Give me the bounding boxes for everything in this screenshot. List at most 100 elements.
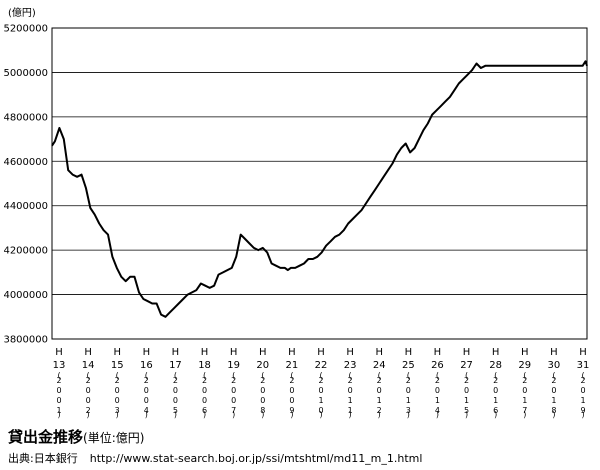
- x-tick-paren-open: (: [378, 371, 381, 380]
- x-tick-era: H: [463, 347, 471, 358]
- x-tick-year-digit: 0: [318, 386, 323, 395]
- x-tick-paren-close: ): [523, 410, 526, 419]
- x-tick-era: H: [84, 347, 92, 358]
- x-tick-paren-close: ): [552, 410, 555, 419]
- x-tick-year-digit: 5: [464, 406, 469, 415]
- x-tick-era: H: [288, 347, 296, 358]
- x-tick-year-digit: 0: [173, 386, 178, 395]
- x-tick-year-digit: 0: [348, 386, 353, 395]
- x-tick-era: H: [113, 347, 121, 358]
- x-tick-year-digit: 0: [260, 386, 265, 395]
- x-tick-year-digit: 2: [377, 376, 382, 385]
- x-tick-year-digit: 0: [377, 386, 382, 395]
- x-tick-paren-open: (: [232, 371, 235, 380]
- chart-caption-title: 貸出金推移: [8, 428, 84, 446]
- y-tick-label: 4200000: [3, 246, 48, 257]
- x-tick-year-digit: 2: [377, 406, 382, 415]
- x-tick-year-digit: 2: [144, 376, 149, 385]
- x-tick-number: 23: [344, 360, 357, 371]
- x-tick-number: 27: [460, 360, 473, 371]
- x-tick-paren-close: ): [436, 410, 439, 419]
- x-tick-number: 16: [140, 360, 153, 371]
- x-tick-year-digit: 2: [522, 376, 527, 385]
- x-tick-paren-close: ): [261, 410, 264, 419]
- x-tick-year-digit: 0: [56, 396, 61, 405]
- x-tick-year-digit: 1: [464, 396, 469, 405]
- x-tick-year-digit: 2: [260, 376, 265, 385]
- x-tick-year-digit: 1: [348, 396, 353, 405]
- loan-balance-chart: (億円) 38000004000000420000044000004600000…: [3, 6, 590, 419]
- x-tick-year-digit: 2: [173, 376, 178, 385]
- x-tick-number: 14: [82, 360, 95, 371]
- x-tick-year-digit: 0: [318, 406, 323, 415]
- x-tick-paren-open: (: [552, 371, 555, 380]
- x-tick-year-digit: 0: [464, 386, 469, 395]
- x-tick-year-digit: 0: [202, 386, 207, 395]
- x-tick-paren-close: ): [232, 410, 235, 419]
- y-tick-label: 4600000: [3, 157, 48, 168]
- x-tick-number: 31: [577, 360, 590, 371]
- x-tick-year-digit: 8: [260, 406, 265, 415]
- plot-frame: [51, 27, 588, 340]
- x-tick-year-digit: 4: [144, 406, 149, 415]
- x-tick-number: 13: [53, 360, 66, 371]
- x-tick-number: 20: [256, 360, 269, 371]
- x-tick-year-digit: 0: [144, 386, 149, 395]
- y-axis-ticks: 3800000 4000000 4200000 4400000 4600000 48000…: [3, 24, 48, 346]
- x-tick-year-digit: 2: [493, 376, 498, 385]
- x-tick-year-digit: 2: [348, 376, 353, 385]
- source-note: 出典:日本銀行 http://www.stat-search.boj.or.jp/…: [8, 450, 422, 466]
- y-axis-unit-label: (億円): [8, 6, 36, 19]
- x-tick-era: H: [172, 347, 180, 358]
- x-tick-year-digit: 4: [435, 406, 440, 415]
- x-tick-paren-close: ): [319, 410, 322, 419]
- x-tick-year-digit: 2: [435, 376, 440, 385]
- x-tick-year-digit: 0: [231, 396, 236, 405]
- x-tick-era: H: [230, 347, 238, 358]
- x-tick-paren-close: ): [378, 410, 381, 419]
- x-tick-year-digit: 1: [551, 396, 556, 405]
- x-tick-number: 15: [111, 360, 124, 371]
- y-tick-label: 4800000: [3, 112, 48, 123]
- x-tick-number: 18: [198, 360, 211, 371]
- y-tick-label: 5200000: [3, 24, 48, 35]
- x-tick-era: H: [521, 347, 529, 358]
- x-tick-year-digit: 0: [260, 396, 265, 405]
- x-tick-year-digit: 6: [202, 406, 207, 415]
- x-tick-era: H: [492, 347, 500, 358]
- x-tick-year-digit: 5: [173, 406, 178, 415]
- source-label: 出典:日本銀行: [8, 452, 78, 465]
- x-tick-era: H: [317, 347, 325, 358]
- x-tick-year-digit: 0: [115, 396, 120, 405]
- x-tick-number: 29: [518, 360, 531, 371]
- x-tick-number: 22: [315, 360, 328, 371]
- x-tick-paren-close: ): [581, 410, 584, 419]
- chart-caption: 貸出金推移(単位:億円): [8, 426, 144, 447]
- x-tick-year-digit: 1: [318, 396, 323, 405]
- x-tick-year-digit: 0: [435, 386, 440, 395]
- x-tick-paren-open: (: [407, 371, 410, 380]
- x-tick-era: H: [434, 347, 442, 358]
- x-tick-paren-open: (: [581, 371, 584, 380]
- x-tick-year-digit: 0: [289, 396, 294, 405]
- x-tick-paren-close: ): [145, 410, 148, 419]
- x-tick-paren-close: ): [203, 410, 206, 419]
- x-tick-paren-close: ): [87, 410, 90, 419]
- x-tick-year-digit: 3: [115, 406, 120, 415]
- x-tick-year-digit: 1: [406, 396, 411, 405]
- x-tick-year-digit: 0: [493, 386, 498, 395]
- x-tick-year-digit: 2: [115, 376, 120, 385]
